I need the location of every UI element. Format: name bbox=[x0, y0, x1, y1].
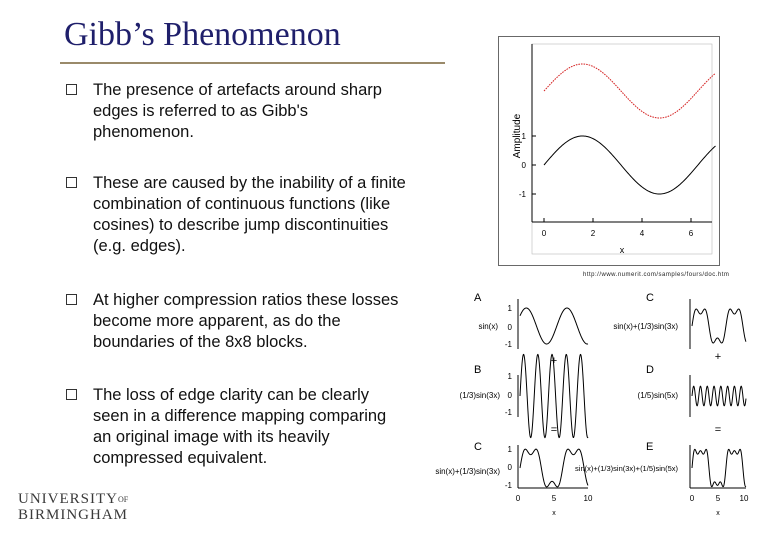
xtick-label: 4 bbox=[640, 229, 645, 238]
ytick-label: -1 bbox=[519, 190, 527, 199]
curve-sin-5x bbox=[691, 385, 747, 407]
curve-sum-three bbox=[691, 448, 747, 488]
xtick-label: 5 bbox=[716, 494, 721, 503]
bullet-text: At higher compression ratios these losse… bbox=[93, 291, 399, 351]
panel-label-a: A bbox=[474, 292, 482, 304]
xtick-label: 2 bbox=[591, 229, 596, 238]
curve-sin-x bbox=[519, 307, 589, 345]
ytick-label: -1 bbox=[505, 481, 513, 490]
bullet-1: The presence of artefacts around sharp e… bbox=[66, 80, 406, 143]
func-label-d: (1/5)sin(5x) bbox=[638, 391, 679, 400]
square-bullet-icon bbox=[66, 84, 77, 95]
plus-operator: + bbox=[715, 351, 721, 363]
ytick-label: 0 bbox=[508, 323, 513, 332]
y-axis-label: Amplitude bbox=[512, 113, 523, 158]
panel-label-c-left: C bbox=[474, 441, 482, 453]
ytick-label: 0 bbox=[508, 391, 513, 400]
x-axis-label: x bbox=[620, 245, 625, 255]
ytick-label: 1 bbox=[522, 132, 527, 141]
ytick-label: 1 bbox=[508, 304, 513, 313]
xtick-label: 10 bbox=[740, 494, 749, 503]
black-sine-curve bbox=[543, 135, 716, 195]
ytick-label: 0 bbox=[508, 463, 513, 472]
curve-sin-3x bbox=[519, 353, 589, 439]
func-label-c-left: sin(x)+(1/3)sin(3x) bbox=[435, 467, 500, 476]
square-bullet-icon bbox=[66, 177, 77, 188]
x-axis-label: x bbox=[716, 510, 720, 517]
ytick-label: 0 bbox=[522, 161, 527, 170]
slide-title: Gibb’s Phenomenon bbox=[64, 16, 341, 53]
func-label-b: (1/3)sin(3x) bbox=[460, 391, 501, 400]
func-label-a: sin(x) bbox=[478, 322, 498, 331]
ytick-label: -1 bbox=[505, 340, 513, 349]
xtick-label: 0 bbox=[542, 229, 547, 238]
bullet-text: The loss of edge clarity can be clearly … bbox=[93, 386, 387, 467]
equals-operator: = bbox=[551, 424, 557, 436]
bullet-2: These are caused by the inability of a f… bbox=[66, 173, 406, 257]
curve-sum-two bbox=[519, 448, 589, 488]
ytick-label: 1 bbox=[508, 445, 513, 454]
equals-operator: = bbox=[715, 424, 721, 436]
xtick-label: 6 bbox=[689, 229, 694, 238]
xtick-label: 0 bbox=[516, 494, 521, 503]
square-bullet-icon bbox=[66, 389, 77, 400]
panel-label-b: B bbox=[474, 364, 481, 376]
source-url: http://www.numerit.com/samples/fours/doc… bbox=[583, 272, 730, 278]
plus-operator: + bbox=[551, 355, 557, 367]
bullet-3: At higher compression ratios these losse… bbox=[66, 290, 406, 353]
bullet-text: These are caused by the inability of a f… bbox=[93, 174, 406, 255]
panel-label-e: E bbox=[646, 441, 653, 453]
curve-sum-two-right bbox=[691, 308, 747, 344]
bullet-text: The presence of artefacts around sharp e… bbox=[93, 81, 382, 141]
func-label-e: sin(x)+(1/3)sin(3x)+(1/5)sin(5x) bbox=[575, 464, 678, 473]
xtick-label: 10 bbox=[584, 494, 593, 503]
ytick-label: -1 bbox=[505, 408, 513, 417]
panel-label-d: D bbox=[646, 364, 654, 376]
x-axis-label: x bbox=[552, 510, 556, 517]
xtick-label: 0 bbox=[690, 494, 695, 503]
ytick-label: 1 bbox=[508, 372, 513, 381]
xtick-label: 5 bbox=[552, 494, 557, 503]
sine-wave-figure: 1 0 -1 0 2 4 6 x Amplitude bbox=[498, 36, 720, 266]
panel-label-c: C bbox=[646, 292, 654, 304]
university-logo: UNIVERSITYOF BIRMINGHAM bbox=[18, 491, 129, 524]
fourier-series-figure: A C B D C E sin(x) sin(x)+(1/3)sin(3x) (… bbox=[435, 292, 749, 517]
title-divider bbox=[60, 62, 445, 64]
func-label-c: sin(x)+(1/3)sin(3x) bbox=[613, 322, 678, 331]
square-bullet-icon bbox=[66, 294, 77, 305]
red-sine-curve bbox=[543, 63, 716, 119]
bullet-4: The loss of edge clarity can be clearly … bbox=[66, 385, 406, 469]
